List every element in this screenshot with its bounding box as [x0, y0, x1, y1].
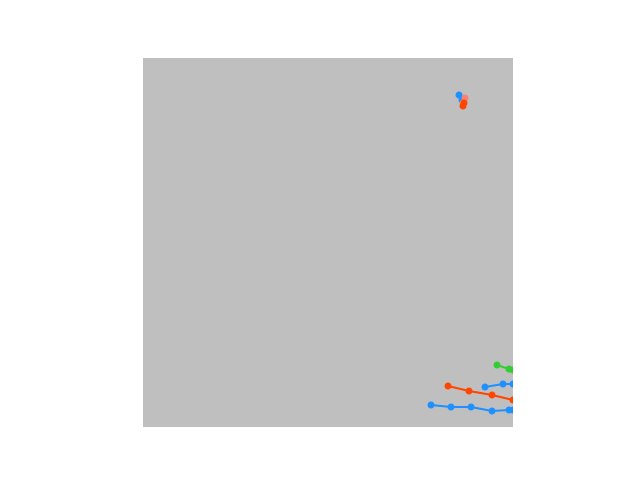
- blue-trail-upper-point-2: [509, 380, 513, 388]
- orange-agent-top: [459, 99, 468, 110]
- orange-trail-point-3: [509, 396, 513, 404]
- green-trail: [493, 361, 513, 374]
- orange-trail-point-1: [465, 387, 473, 395]
- agents-layer: [427, 91, 513, 415]
- arena-background: [143, 58, 513, 427]
- blue-trail-upper-point-1: [499, 380, 507, 388]
- blue-trail-lower-point-3: [488, 407, 496, 415]
- orange-trail-point-0: [444, 382, 452, 390]
- green-trail-point-2: [509, 366, 513, 374]
- green-trail-point-0: [493, 361, 501, 369]
- blue-trail-lower: [427, 401, 513, 415]
- blue-trail-upper-point-0: [481, 383, 489, 391]
- blue-trail-upper: [481, 380, 513, 391]
- blue-trail-lower-point-1: [447, 403, 455, 411]
- orange-agent-top-point-1: [459, 102, 467, 110]
- orange-trail-point-2: [488, 391, 496, 399]
- blue-trail-lower-point-5: [509, 406, 513, 414]
- orange-trail: [444, 382, 513, 404]
- blue-trail-lower-point-0: [427, 401, 435, 409]
- orange-trail-line: [447, 385, 513, 401]
- blue-trail-lower-point-2: [467, 403, 475, 411]
